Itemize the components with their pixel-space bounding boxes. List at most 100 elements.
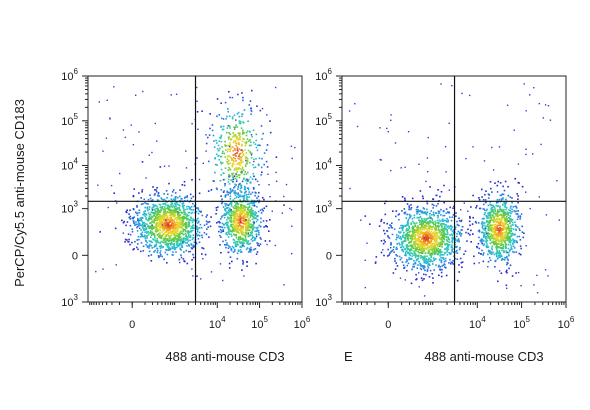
data-point [192, 248, 193, 249]
data-point [237, 231, 239, 233]
data-point [243, 217, 245, 219]
data-point [251, 154, 252, 155]
data-point [262, 108, 263, 109]
data-point [238, 194, 240, 196]
data-point [252, 236, 254, 238]
data-point [123, 129, 124, 130]
data-point [492, 209, 494, 211]
data-point [226, 161, 228, 163]
data-point [246, 265, 248, 267]
data-point [187, 240, 189, 242]
data-point [398, 219, 400, 221]
data-point [496, 202, 497, 203]
data-point [169, 220, 171, 222]
data-point [116, 202, 117, 203]
data-point [440, 249, 442, 251]
data-point [160, 241, 162, 243]
data-point [497, 240, 499, 242]
data-point [519, 236, 521, 238]
data-point [205, 134, 206, 135]
data-point [146, 231, 148, 233]
data-point [223, 118, 224, 119]
data-point [252, 164, 254, 166]
data-point [242, 130, 244, 132]
x-tick-label: 105 [513, 315, 530, 331]
data-point [182, 241, 183, 242]
data-point [153, 215, 155, 217]
data-point [469, 234, 471, 236]
data-point [239, 246, 241, 248]
data-point [477, 247, 479, 249]
data-point [240, 160, 242, 162]
data-point [177, 233, 179, 235]
data-point [136, 224, 138, 226]
data-point [190, 194, 192, 196]
x-tick-exponent: 4 [481, 315, 486, 324]
data-point [384, 233, 386, 235]
data-point [248, 194, 250, 196]
data-point [251, 238, 253, 240]
data-point [138, 236, 140, 238]
data-point [221, 135, 223, 137]
data-point [425, 181, 426, 182]
data-point [508, 225, 510, 227]
data-point [380, 159, 381, 160]
data-point [176, 227, 178, 229]
data-point [141, 219, 143, 221]
data-point [416, 209, 418, 211]
data-point [215, 164, 217, 166]
data-point [255, 248, 257, 250]
data-point [111, 185, 112, 186]
data-point [422, 196, 424, 198]
data-point [174, 212, 176, 214]
data-point [426, 255, 428, 257]
data-point [412, 255, 414, 257]
data-point [444, 261, 446, 263]
data-point [450, 229, 452, 231]
data-point [156, 222, 158, 224]
data-point [238, 222, 240, 224]
data-point [251, 231, 253, 233]
data-point [245, 209, 247, 211]
data-point [156, 238, 158, 240]
data-point [490, 239, 492, 241]
data-point [218, 140, 220, 142]
data-point [193, 220, 195, 222]
data-point [443, 211, 445, 213]
data-point [483, 261, 485, 263]
data-point [413, 231, 415, 233]
data-point [239, 138, 241, 140]
data-point [237, 147, 239, 149]
data-point [149, 251, 151, 253]
data-point [228, 160, 230, 162]
data-point [452, 237, 454, 239]
data-point [504, 246, 506, 248]
data-point [394, 228, 396, 230]
data-point [253, 218, 255, 220]
data-point [223, 129, 225, 131]
data-point [186, 208, 188, 210]
data-point [157, 206, 159, 208]
data-point [421, 212, 423, 214]
data-point [242, 132, 244, 134]
data-point [502, 236, 504, 238]
data-point [446, 218, 448, 220]
data-point [506, 233, 508, 235]
data-point [487, 235, 489, 237]
data-point [167, 234, 169, 236]
data-point [237, 194, 239, 196]
data-point [489, 238, 491, 240]
data-point [253, 216, 255, 218]
data-point [247, 247, 249, 249]
data-point [494, 230, 496, 232]
data-point [242, 245, 243, 246]
data-point [424, 270, 426, 272]
data-point [262, 210, 264, 212]
data-point [107, 100, 108, 101]
data-point [508, 214, 510, 216]
data-point [423, 240, 425, 242]
data-point [235, 173, 236, 174]
data-point [487, 216, 489, 218]
data-point [467, 211, 468, 212]
data-point [133, 144, 134, 145]
